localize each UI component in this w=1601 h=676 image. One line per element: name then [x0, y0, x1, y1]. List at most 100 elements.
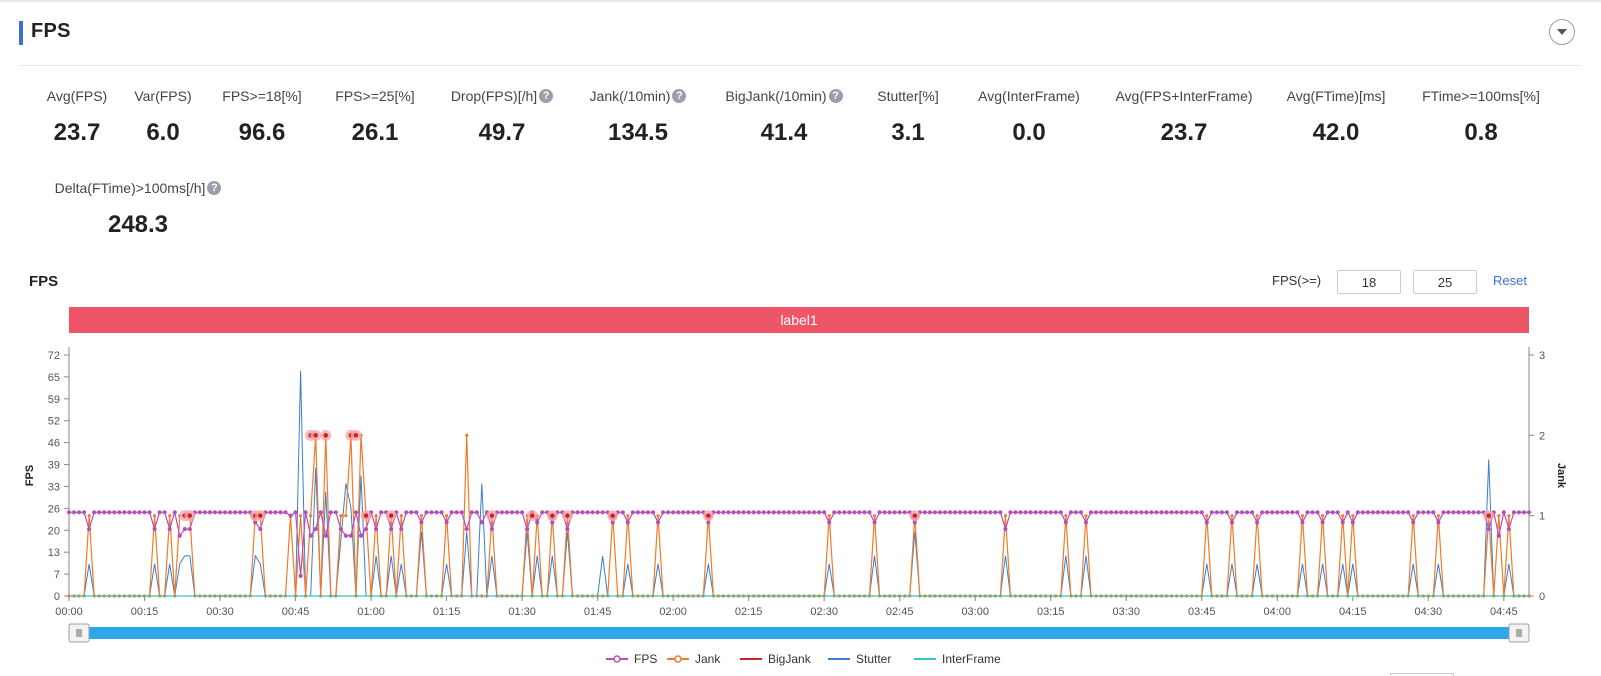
threshold-low-input[interactable]	[1337, 270, 1401, 294]
metric-label: Avg(FPS)	[47, 88, 107, 104]
fps-point	[318, 510, 323, 515]
reset-link[interactable]: Reset	[1493, 273, 1527, 288]
fps-point	[973, 510, 978, 515]
collapse-button[interactable]	[1549, 19, 1575, 45]
jank-point	[399, 514, 403, 518]
fps-point	[1199, 510, 1204, 515]
metric-2: FPS>=18[%] 96.6	[152, 88, 372, 147]
legend-item-0[interactable]: FPS	[606, 652, 657, 666]
fps-point	[952, 510, 958, 515]
x-tick-label: 04:00	[1264, 606, 1292, 618]
fps-point	[1063, 520, 1068, 525]
jank-point	[168, 514, 172, 518]
legend-item-4[interactable]: InterFrame	[914, 652, 1001, 666]
fps-point	[424, 510, 429, 515]
fps-point	[459, 510, 464, 515]
legend-item-1[interactable]: Jank	[667, 652, 721, 666]
fps-point	[691, 510, 696, 515]
metric-label-text: BigJank(/10min)	[725, 88, 827, 104]
fps-point	[1406, 510, 1411, 515]
fps-point	[258, 526, 263, 532]
fps-point	[333, 510, 338, 515]
fps-point	[87, 526, 92, 532]
help-icon[interactable]: ?	[207, 181, 222, 195]
threshold-high-input[interactable]	[1413, 270, 1477, 294]
fps-point	[1300, 520, 1305, 525]
fps-point	[71, 510, 77, 515]
fps-point	[585, 510, 590, 515]
fps-point	[1431, 510, 1436, 515]
y-tick-label: 26	[48, 503, 60, 515]
fps-point	[1068, 510, 1073, 515]
fps-point	[660, 510, 666, 515]
jank-point	[298, 514, 303, 518]
y-tick-label: 7	[54, 569, 60, 581]
fps-point	[1295, 510, 1300, 515]
metric-8: Avg(InterFrame) 0.0	[919, 88, 1139, 147]
jank-point	[1205, 514, 1209, 518]
jank-point	[1497, 514, 1501, 518]
fps-point	[1194, 510, 1199, 515]
x-tick-label: 04:45	[1490, 606, 1518, 618]
bigjank-point	[529, 513, 535, 518]
metric-value: 23.7	[53, 119, 101, 146]
fps-point	[590, 510, 595, 515]
fps-point	[449, 510, 454, 515]
metric-5: Jank(/10min)? 134.5	[528, 88, 748, 147]
y-tick-label: 13	[48, 547, 60, 559]
page-size-select-edge[interactable]	[1390, 673, 1454, 676]
help-icon[interactable]: ?	[672, 89, 687, 103]
fps-point	[927, 510, 932, 515]
fps-point	[1053, 510, 1058, 515]
fps-point	[1265, 510, 1270, 515]
jank-point	[419, 514, 424, 518]
fps-point	[1098, 510, 1104, 515]
fps-point	[645, 510, 651, 515]
legend-item-3[interactable]: Stutter	[828, 652, 891, 666]
help-icon[interactable]: ?	[539, 89, 554, 103]
fps-point	[1451, 510, 1456, 515]
fps-point	[1250, 510, 1255, 515]
fps-point	[439, 510, 444, 515]
fps-point	[786, 510, 792, 515]
fps-point	[1340, 520, 1345, 525]
metric-value: 23.7	[1160, 119, 1208, 146]
fps-point	[867, 510, 872, 515]
fps-point	[746, 510, 751, 515]
fps-point	[1280, 510, 1285, 515]
fps-point	[474, 510, 479, 515]
fps-point	[454, 510, 459, 515]
fps-point	[983, 510, 988, 515]
fps-point	[404, 510, 409, 515]
metric-label: Delta(FTime)>100ms[/h]?	[55, 180, 222, 196]
fps-point	[1436, 520, 1441, 525]
x-tick-label: 00:00	[55, 606, 83, 618]
metric-label: FPS>=25[%]	[335, 88, 414, 104]
fps-point	[182, 526, 187, 532]
fps-point	[419, 520, 424, 525]
fps-point	[338, 526, 343, 532]
fps-point	[152, 526, 157, 532]
fps-point	[666, 510, 671, 515]
fps-point	[1350, 520, 1355, 525]
fps-point	[761, 510, 766, 515]
fps-point	[1179, 510, 1184, 515]
fps-point	[958, 510, 963, 515]
fps-point	[217, 510, 223, 515]
fps-point	[233, 510, 238, 515]
help-icon[interactable]: ?	[828, 89, 843, 103]
fps-point	[298, 573, 303, 579]
fps-point	[897, 510, 902, 515]
x-tick-label: 03:30	[1112, 606, 1140, 618]
metric-value: 49.7	[478, 119, 526, 146]
fps-point	[1058, 510, 1063, 515]
metric-value: 41.4	[760, 119, 808, 146]
threshold-label: FPS(>=)	[1272, 273, 1322, 288]
legend-item-2[interactable]: BigJank	[740, 652, 812, 666]
fps-point	[1446, 510, 1451, 515]
label-band[interactable]: label1	[69, 307, 1529, 333]
jank-point	[465, 433, 469, 437]
metric-label: Avg(InterFrame)	[978, 88, 1080, 104]
fps-point	[1456, 510, 1461, 515]
fps-point	[122, 510, 127, 515]
